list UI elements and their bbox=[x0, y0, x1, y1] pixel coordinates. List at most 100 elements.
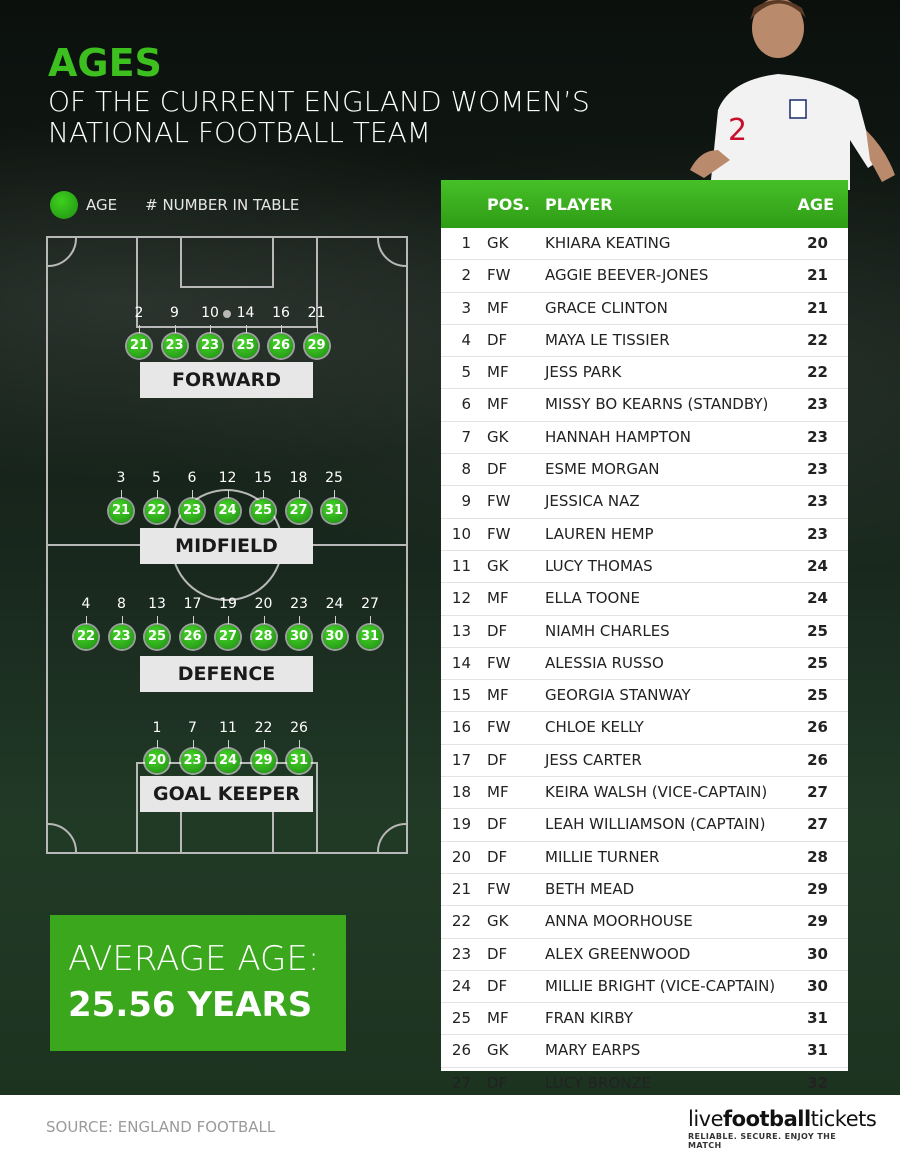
forward-player-number: 10 bbox=[201, 305, 219, 321]
goalkeeper-tick bbox=[263, 740, 265, 748]
row-position: FW bbox=[487, 266, 511, 285]
page-title: AGES bbox=[48, 41, 162, 85]
row-position: GK bbox=[487, 1041, 509, 1060]
defence-age-marker: 26 bbox=[180, 625, 205, 649]
row-number: 9 bbox=[461, 492, 471, 511]
defence-player-number: 19 bbox=[219, 596, 237, 612]
row-player: FRAN KIRBY bbox=[545, 1009, 634, 1028]
logo-tagline: RELIABLE. SECURE. ENJOY THE MATCH bbox=[688, 1132, 837, 1150]
row-player: CHLOE KELLY bbox=[545, 718, 644, 737]
row-player: MISSY BO KEARNS (STANDBY) bbox=[545, 395, 769, 414]
midfield-age-marker: 23 bbox=[180, 499, 204, 523]
row-age: 20 bbox=[807, 234, 828, 252]
row-position: DF bbox=[487, 460, 508, 479]
row-number: 27 bbox=[451, 1073, 471, 1092]
row-position: MF bbox=[487, 1009, 509, 1028]
row-player: LEAH WILLIAMSON (CAPTAIN) bbox=[545, 815, 766, 834]
table-row: 20 DF MILLIE TURNER 28 bbox=[441, 842, 848, 874]
defence-age-marker: 28 bbox=[251, 625, 276, 649]
forward-tick bbox=[139, 325, 140, 333]
defence-age-marker: 22 bbox=[74, 625, 98, 649]
row-number: 3 bbox=[461, 298, 471, 317]
defence-tick bbox=[157, 616, 158, 624]
goalkeeper-tick bbox=[157, 740, 158, 748]
row-player: KEIRA WALSH (VICE-CAPTAIN) bbox=[545, 783, 768, 802]
table-row: 13 DF NIAMH CHARLES 25 bbox=[441, 616, 848, 648]
row-position: MF bbox=[487, 298, 509, 317]
row-player: MAYA LE TISSIER bbox=[545, 330, 670, 349]
row-age: 26 bbox=[807, 718, 828, 737]
row-number: 5 bbox=[461, 363, 471, 382]
row-player: JESS CARTER bbox=[545, 750, 642, 769]
forward-player-number: 2 bbox=[134, 305, 144, 321]
midfield-age-marker: 22 bbox=[144, 499, 169, 523]
row-age: 32 bbox=[807, 1073, 828, 1092]
table-row: 1 GK KHIARA KEATING 20 bbox=[441, 228, 848, 261]
table-row: 15 MF GEORGIA STANWAY 25 bbox=[441, 680, 848, 713]
midfield-player-number: 6 bbox=[187, 470, 197, 486]
row-number: 20 bbox=[451, 847, 471, 866]
row-position: FW bbox=[487, 524, 511, 543]
row-position: FW bbox=[487, 653, 511, 672]
midfield-tick bbox=[192, 490, 193, 498]
average-age-label: AVERAGE AGE: bbox=[68, 939, 320, 979]
midfield-tick bbox=[298, 490, 300, 498]
row-player: LUCY THOMAS bbox=[545, 556, 653, 575]
row-number: 10 bbox=[451, 524, 471, 543]
row-number: 14 bbox=[451, 653, 471, 672]
row-player: LUCY BRONZE bbox=[545, 1073, 652, 1092]
age-legend-label: AGE bbox=[86, 196, 118, 214]
midfield-label: MIDFIELD bbox=[140, 528, 313, 564]
row-age: 23 bbox=[807, 460, 828, 479]
row-number: 26 bbox=[451, 1041, 471, 1060]
row-age: 25 bbox=[807, 621, 828, 640]
goalkeeper-age-marker: 20 bbox=[145, 749, 169, 773]
row-position: DF bbox=[487, 330, 508, 349]
midfield-tick bbox=[334, 490, 335, 498]
row-player: MILLIE BRIGHT (VICE-CAPTAIN) bbox=[545, 976, 776, 995]
forward-tick bbox=[174, 325, 176, 333]
row-age: 25 bbox=[807, 686, 828, 705]
row-number: 15 bbox=[451, 686, 471, 705]
defence-age-marker: 31 bbox=[358, 625, 382, 649]
defence-age-marker: 25 bbox=[145, 625, 169, 649]
table-row: 6 MF MISSY BO KEARNS (STANDBY) 23 bbox=[441, 389, 848, 422]
goalkeeper-player-number: 22 bbox=[254, 720, 273, 736]
row-player: AGGIE BEEVER-JONES bbox=[545, 266, 709, 285]
forward-age-marker: 21 bbox=[127, 334, 151, 358]
defence-tick bbox=[121, 616, 123, 624]
forward-age-marker: 26 bbox=[269, 334, 293, 358]
goalkeeper-tick bbox=[192, 740, 194, 748]
row-number: 18 bbox=[451, 783, 471, 802]
row-number: 4 bbox=[461, 330, 471, 349]
row-number: 23 bbox=[451, 944, 471, 963]
table-row: 11 GK LUCY THOMAS 24 bbox=[441, 551, 848, 584]
row-number: 19 bbox=[451, 815, 471, 834]
row-age: 23 bbox=[807, 524, 828, 543]
defence-player-number: 20 bbox=[254, 596, 273, 612]
defence-player-number: 8 bbox=[117, 596, 126, 612]
forward-player-number: 21 bbox=[307, 305, 326, 321]
row-age: 30 bbox=[807, 944, 828, 963]
row-age: 31 bbox=[807, 1041, 828, 1060]
row-position: MF bbox=[487, 589, 509, 608]
row-number: 17 bbox=[451, 750, 471, 769]
table-row: 22 GK ANNA MOORHOUSE 29 bbox=[441, 906, 848, 939]
table-row: 17 DF JESS CARTER 26 bbox=[441, 745, 848, 778]
forward-player-number: 9 bbox=[170, 305, 179, 321]
site-logo[interactable]: livefootballtickets RELIABLE. SECURE. EN… bbox=[688, 1107, 877, 1150]
row-number: 12 bbox=[451, 589, 471, 608]
goalkeeper-player-number: 11 bbox=[219, 720, 237, 736]
row-number: 16 bbox=[451, 718, 471, 737]
row-position: MF bbox=[487, 783, 509, 802]
goalkeeper-tick bbox=[228, 740, 229, 748]
midfield-tick bbox=[227, 490, 229, 498]
logo-part-football: football bbox=[723, 1107, 811, 1131]
defence-player-number: 13 bbox=[148, 596, 166, 612]
header-age: AGE bbox=[797, 195, 834, 214]
midfield-age-marker: 31 bbox=[322, 499, 346, 523]
row-age: 23 bbox=[807, 427, 828, 446]
table-row: 23 DF ALEX GREENWOOD 30 bbox=[441, 939, 848, 971]
midfield-tick bbox=[121, 490, 122, 498]
row-age: 23 bbox=[807, 395, 828, 414]
